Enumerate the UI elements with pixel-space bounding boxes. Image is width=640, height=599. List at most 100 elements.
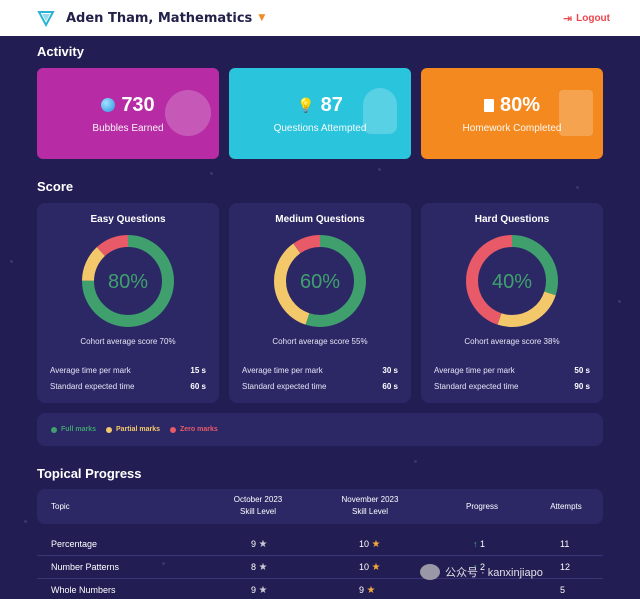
oct-skill-value: 9 [251, 585, 257, 595]
oct-skill-value: 8 [251, 562, 257, 572]
easy-questions-panel: Easy Questions 80% Cohort average score … [37, 203, 219, 403]
legend-label: Partial marks [116, 426, 160, 433]
oct-skill: 9 ★ [251, 585, 268, 596]
subject-selector[interactable]: Aden Tham, Mathematics ▼ [66, 11, 265, 26]
std-time-value: 90 s [574, 382, 590, 391]
topical-table-header: Topic October 2023 Skill Level November … [37, 489, 603, 524]
medium-questions-panel: Medium Questions 60% Cohort average scor… [229, 203, 411, 403]
oct-skill-value: 9 [251, 539, 257, 549]
panel-title: Medium Questions [275, 214, 365, 225]
arrow-up-icon: ↑ [473, 539, 478, 549]
avg-time-value: 30 s [382, 366, 398, 375]
score-legend: Full marks Partial marks Zero marks [37, 413, 603, 446]
watermark-text: 公众号 · kanxinjiapo [445, 567, 543, 579]
donut-segment-partial [466, 235, 558, 327]
donut-segment-zero [82, 235, 174, 327]
hard-questions-panel: Hard Questions 40% Cohort average score … [421, 203, 603, 403]
logout-icon: ⇥ [562, 12, 573, 25]
nov-skill-value: 10 [359, 539, 370, 549]
avg-time-label: Average time per mark [50, 366, 131, 375]
table-row[interactable]: Number Patterns 8 ★ 10 ★ ↑ 2 12 [37, 557, 603, 579]
cohort-average: Cohort average score 38% [464, 337, 560, 346]
cohort-average: Cohort average score 55% [272, 337, 368, 346]
logout-label: Logout [576, 12, 610, 24]
legend-swatch [106, 426, 113, 433]
progress-value: ↑ 1 [473, 539, 485, 549]
star-icon: ★ [371, 539, 381, 550]
std-time-row: Standard expected time 60 s [37, 382, 219, 391]
topic-name: Percentage [51, 539, 98, 549]
progress-value: ↑ 2 [473, 562, 485, 572]
std-time-label: Standard expected time [242, 382, 327, 391]
col-november-line2: Skill Level [351, 507, 388, 516]
col-november-line1: November 2023 [341, 495, 399, 504]
app-logo-icon[interactable] [36, 8, 56, 28]
attempts-value: 5 [560, 585, 566, 595]
wechat-icon [420, 564, 440, 580]
cohort-average: Cohort average score 70% [80, 337, 176, 346]
progress-number: 2 [480, 562, 486, 572]
col-november: November 2023 Skill Level [325, 494, 415, 518]
donut-percent-label: 60% [300, 271, 340, 293]
std-time-label: Standard expected time [50, 382, 135, 391]
homework-value: 80% [499, 93, 541, 116]
homework-label: Homework Completed [462, 122, 562, 134]
std-time-value: 60 s [190, 382, 206, 391]
legend-label: Full marks [61, 426, 97, 433]
bubble-deco-icon [165, 90, 211, 136]
bubbles-label: Bubbles Earned [92, 122, 164, 134]
legend-zero-marks: Zero marks [170, 426, 218, 433]
legend-swatch [51, 426, 57, 433]
oct-skill: 8 ★ [251, 562, 268, 573]
std-time-label: Standard expected time [434, 382, 519, 391]
medium-donut-chart: 60% [274, 235, 366, 327]
topic-name: Number Patterns [51, 562, 120, 572]
score-heading: Score [37, 179, 74, 194]
topic-name: Whole Numbers [51, 585, 116, 595]
panel-title: Hard Questions [474, 214, 550, 225]
legend-label: Zero marks [180, 426, 218, 433]
col-october-line1: October 2023 [233, 495, 283, 504]
col-attempts: Attempts [550, 502, 582, 511]
nov-skill-value: 9 [359, 585, 365, 595]
chevron-down-icon: ▼ [258, 13, 266, 23]
avg-time-label: Average time per mark [242, 366, 323, 375]
watermark: 公众号 · kanxinjiapo [420, 564, 543, 580]
activity-heading: Activity [37, 44, 84, 59]
document-deco-icon [559, 90, 593, 136]
nov-skill-value: 10 [359, 562, 370, 572]
topical-progress-heading: Topical Progress [37, 466, 142, 481]
bubbles-value: 730 [121, 93, 155, 116]
donut-segment-partial [274, 235, 366, 327]
col-october: October 2023 Skill Level [213, 494, 303, 518]
avg-time-value: 50 s [574, 366, 590, 375]
student-subject-title: Aden Tham, Mathematics [66, 10, 253, 26]
table-row[interactable]: Percentage 9 ★ 10 ★ ↑ 1 11 [37, 534, 603, 556]
panel-title: Easy Questions [90, 214, 166, 225]
lightbulb-deco-icon [363, 88, 397, 134]
std-time-value: 60 s [382, 382, 398, 391]
table-row[interactable]: Whole Numbers 9 ★ 9 ★ 5 [37, 580, 603, 599]
donut-percent-label: 80% [108, 271, 148, 293]
nov-skill: 9 ★ [359, 585, 376, 596]
questions-value: 87 [320, 93, 343, 116]
hard-donut-chart: 40% [466, 235, 558, 327]
document-icon [483, 98, 494, 112]
star-icon: ★ [366, 585, 376, 596]
star-icon: ★ [258, 562, 268, 573]
avg-time-row: Average time per mark 30 s [229, 366, 411, 375]
legend-partial-marks: Partial marks [106, 426, 160, 433]
top-bar: Aden Tham, Mathematics ▼ ⇥ Logout [0, 0, 640, 36]
attempts-value: 12 [560, 562, 571, 572]
star-icon: ★ [258, 585, 268, 596]
nov-skill: 10 ★ [359, 562, 381, 573]
logout-button[interactable]: ⇥ Logout [563, 12, 610, 25]
col-progress: Progress [465, 502, 498, 511]
avg-time-row: Average time per mark 15 s [37, 366, 219, 375]
col-october-line2: Skill Level [239, 507, 276, 516]
attempts-value: 11 [560, 539, 570, 549]
homework-completed-card: 80% Homework Completed [421, 68, 603, 159]
questions-attempted-card: 💡 87 Questions Attempted [229, 68, 411, 159]
questions-label: Questions Attempted [273, 122, 367, 134]
donut-segment-zero [274, 235, 366, 327]
